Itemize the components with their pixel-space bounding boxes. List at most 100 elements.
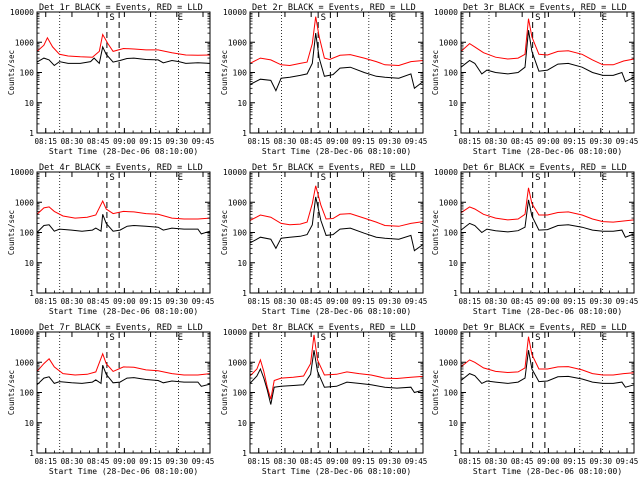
y-tick-label: 10: [448, 99, 458, 108]
x-tick-label: 09:45: [192, 137, 215, 146]
x-axis-title: Start Time (28-Dec-06 08:10:00): [49, 467, 198, 476]
x-tick-label: 08:30: [485, 457, 508, 466]
y-tick-label: 1000: [439, 198, 458, 207]
x-tick-label: 09:15: [352, 297, 375, 306]
y-tick-label: 10: [24, 419, 34, 428]
x-tick-label: 09:15: [352, 137, 375, 146]
x-tick-label: 08:45: [511, 137, 534, 146]
y-tick-label: 1000: [228, 38, 247, 47]
x-tick-label: 08:15: [34, 457, 57, 466]
y-tick-label: 100: [233, 229, 248, 238]
panel-title: Det 2r BLACK = Events, RED = LLD: [252, 3, 416, 13]
y-tick-label: 1: [29, 129, 34, 138]
marker-label-S: S: [109, 333, 114, 343]
plot-frame: [249, 11, 424, 134]
x-tick-label: 09:00: [326, 137, 349, 146]
y-tick-label: 10: [237, 99, 247, 108]
marker-label-S: S: [321, 333, 326, 343]
series-lld-line: [460, 18, 635, 66]
series-lld-line: [36, 33, 211, 58]
y-tick-label: 1: [453, 289, 458, 298]
y-axis-title: Counts/sec: [7, 370, 16, 415]
x-tick-label: 09:45: [192, 457, 215, 466]
y-tick-label: 10000: [223, 8, 247, 17]
y-tick-label: 1: [242, 129, 247, 138]
series-events-line: [460, 350, 635, 388]
x-tick-label: 09:15: [563, 137, 586, 146]
marker-label-S: S: [109, 173, 114, 183]
y-tick-label: 100: [444, 69, 459, 78]
y-tick-label: 10: [24, 259, 34, 268]
y-tick-label: 1: [242, 289, 247, 298]
x-tick-label: 08:45: [511, 457, 534, 466]
x-axis-title: Start Time (28-Dec-06 08:10:00): [473, 307, 622, 316]
x-tick-label: 09:30: [379, 137, 402, 146]
x-tick-label: 09:45: [405, 297, 428, 306]
panel-title: Det 4r BLACK = Events, RED = LLD: [39, 163, 203, 173]
plot-frame: [249, 171, 424, 294]
y-tick-label: 1000: [439, 38, 458, 47]
series-lld-line: [460, 187, 635, 223]
x-tick-label: 08:45: [87, 297, 110, 306]
y-axis-title: Counts/sec: [220, 370, 229, 415]
y-tick-label: 10000: [434, 168, 458, 177]
series-lld-line: [249, 185, 424, 227]
y-tick-label: 1000: [15, 198, 34, 207]
x-tick-label: 08:15: [247, 297, 270, 306]
x-tick-label: 09:15: [139, 457, 162, 466]
plot-frame: [460, 171, 635, 294]
x-tick-label: 08:30: [61, 297, 84, 306]
x-axis-title: Start Time (28-Dec-06 08:10:00): [473, 147, 622, 156]
y-tick-label: 1: [453, 129, 458, 138]
x-axis-title: Start Time (28-Dec-06 08:10:00): [262, 307, 411, 316]
panel-title: Det 8r BLACK = Events, RED = LLD: [252, 323, 416, 333]
x-tick-label: 09:00: [537, 457, 560, 466]
series-lld-line: [249, 16, 424, 67]
plot-frame: [36, 11, 211, 134]
x-tick-label: 08:15: [458, 297, 481, 306]
x-tick-label: 09:45: [616, 297, 639, 306]
x-tick-label: 09:15: [139, 297, 162, 306]
y-tick-label: 100: [20, 389, 35, 398]
x-tick-label: 09:30: [590, 297, 613, 306]
y-tick-label: 10: [24, 99, 34, 108]
y-tick-label: 10: [237, 419, 247, 428]
x-tick-label: 09:45: [405, 457, 428, 466]
marker-label-S: S: [321, 13, 326, 23]
y-tick-label: 100: [233, 389, 248, 398]
plot-frame: [36, 331, 211, 454]
y-axis-title: Counts/sec: [220, 50, 229, 95]
x-axis-title: Start Time (28-Dec-06 08:10:00): [262, 147, 411, 156]
y-tick-label: 10000: [223, 328, 247, 337]
y-tick-label: 1000: [439, 358, 458, 367]
x-tick-label: 08:15: [247, 137, 270, 146]
x-axis-title: Start Time (28-Dec-06 08:10:00): [49, 147, 198, 156]
series-events-line: [36, 214, 211, 235]
series-lld-line: [249, 334, 424, 400]
y-tick-label: 100: [444, 229, 459, 238]
y-axis-title: Counts/sec: [7, 50, 16, 95]
y-tick-label: 1000: [228, 198, 247, 207]
x-tick-label: 09:45: [616, 137, 639, 146]
x-tick-label: 08:30: [274, 457, 297, 466]
x-tick-label: 09:30: [166, 457, 189, 466]
x-tick-label: 08:30: [61, 457, 84, 466]
x-tick-label: 09:30: [166, 297, 189, 306]
series-events-line: [249, 33, 424, 92]
plot-frame: [249, 331, 424, 454]
marker-label-E: E: [178, 13, 183, 23]
x-tick-label: 08:45: [300, 137, 323, 146]
y-tick-label: 100: [444, 389, 459, 398]
y-tick-label: 100: [20, 229, 35, 238]
series-events-line: [249, 196, 424, 252]
y-tick-label: 1000: [15, 38, 34, 47]
x-tick-label: 09:30: [379, 297, 402, 306]
panel-title: Det 3r BLACK = Events, RED = LLD: [463, 3, 627, 13]
